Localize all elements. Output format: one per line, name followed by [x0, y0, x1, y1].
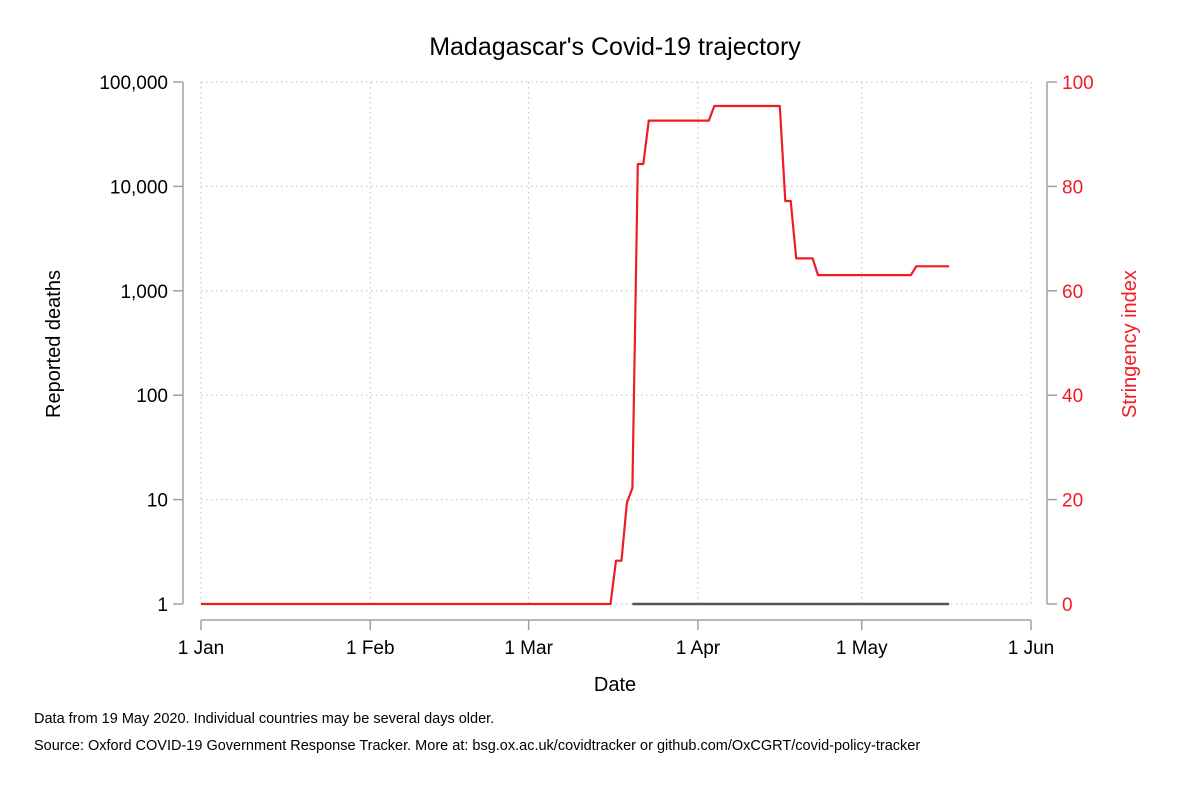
- y-right-tick-label: 100: [1062, 73, 1094, 94]
- x-tick-label: 1 Feb: [346, 638, 395, 659]
- x-tick-label: 1 Apr: [676, 638, 721, 659]
- y-right-tick-label: 80: [1062, 177, 1083, 198]
- chart: Madagascar's Covid-19 trajectory 1101001…: [43, 33, 1141, 696]
- y-right-tick-label: 60: [1062, 282, 1083, 303]
- y-right-tick-label: 20: [1062, 491, 1083, 512]
- stringency-index-line: [201, 104, 950, 606]
- x-tick-label: 1 Jan: [178, 638, 224, 659]
- axes: [182, 82, 1048, 621]
- y-left-tick-label: 100: [136, 386, 168, 407]
- y-left-tick-label: 1,000: [120, 282, 168, 303]
- y-right-tick-label: 40: [1062, 386, 1083, 407]
- y-left-tick-label: 10: [147, 491, 168, 512]
- x-tick-label: 1 Mar: [504, 638, 553, 659]
- y-left-tick-label: 100,000: [99, 73, 168, 94]
- footer-source: Source: Oxford COVID-19 Government Respo…: [34, 738, 921, 754]
- footer-note: Data from 19 May 2020. Individual countr…: [34, 711, 495, 727]
- y-left-tick-label: 1: [157, 595, 168, 616]
- chart-title: Madagascar's Covid-19 trajectory: [429, 33, 801, 61]
- y-left-tick-label: 10,000: [110, 177, 168, 198]
- x-tick-label: 1 Jun: [1008, 638, 1054, 659]
- x-axis-label: Date: [594, 674, 636, 696]
- grid: [200, 81, 1032, 605]
- ticks: 1 10 100 1,000 10,000 100,000 0 20 40 60 80 100 1 Ja…: [99, 73, 1093, 659]
- y-right-tick-label: 0: [1062, 595, 1073, 616]
- y-axis-left-label: Reported deaths: [43, 270, 65, 418]
- y-axis-right-label: Stringency index: [1119, 270, 1141, 418]
- series: [201, 104, 950, 606]
- x-tick-label: 1 May: [836, 638, 888, 659]
